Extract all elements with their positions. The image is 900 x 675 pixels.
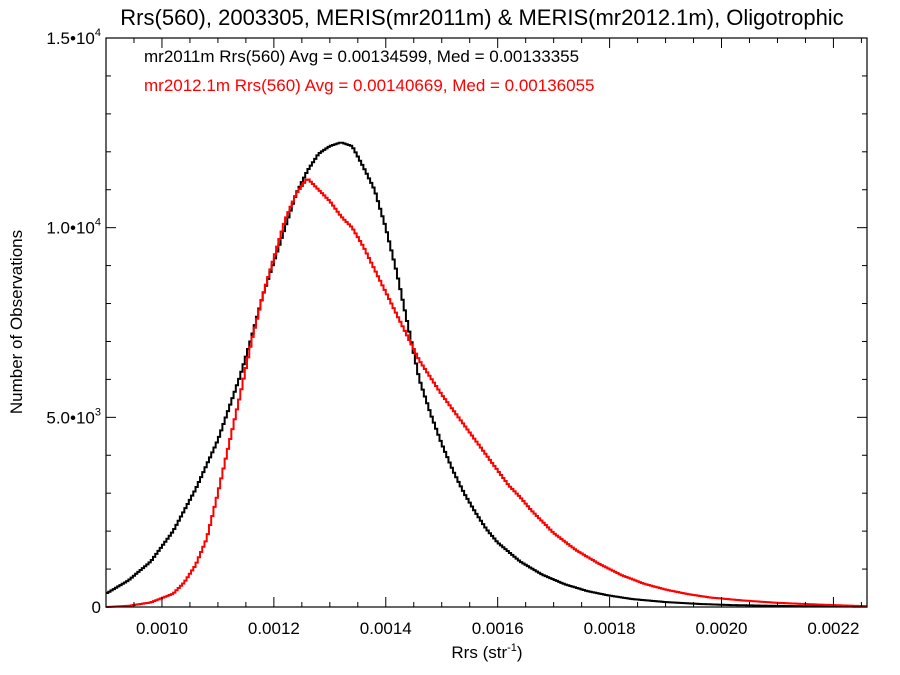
y-axis-title: Number of Observations — [7, 230, 26, 414]
y-tick-label: 1.5•104 — [46, 27, 101, 48]
x-axis-title-main: Rrs (str — [451, 643, 507, 662]
x-axis-title-exponent: -1 — [507, 642, 517, 654]
x-tick-label: 0.0020 — [696, 619, 748, 638]
plot-frame — [105, 37, 868, 608]
x-tick-label: 0.0012 — [248, 619, 300, 638]
x-tick-label: 0.0018 — [584, 619, 636, 638]
x-tick-label: 0.0016 — [472, 619, 524, 638]
x-axis-title: Rrs (str-1) — [451, 642, 522, 662]
histogram-line-mr2011m — [106, 141, 867, 608]
y-tick-label: 1.0•104 — [46, 217, 101, 238]
x-tick-label: 0.0014 — [360, 619, 412, 638]
y-axis-ticks: 0 5.0•103 1.0•104 1.5•104 — [46, 27, 867, 617]
x-tick-label: 0.0010 — [136, 619, 188, 638]
histogram-line-mr2012-1m — [106, 178, 867, 608]
x-tick-label: 0.0022 — [807, 619, 859, 638]
series-layer — [106, 141, 867, 608]
chart-title: Rrs(560), 2003305, MERIS(mr2011m) & MERI… — [120, 5, 843, 30]
x-axis-ticks: 0.0010 0.0012 0.0014 0.0016 0.0018 0.0020 0.00… — [105, 38, 862, 638]
legend-entry-mr2011m: mr2011m Rrs(560) Avg = 0.00134599, Med =… — [144, 47, 579, 66]
y-tick-label: 5.0•103 — [46, 406, 101, 427]
x-axis-title-end: ) — [517, 643, 523, 662]
legend-entry-mr2012-1m: mr2012.1m Rrs(560) Avg = 0.00140669, Med… — [144, 76, 595, 95]
y-tick-label: 0 — [92, 598, 101, 617]
